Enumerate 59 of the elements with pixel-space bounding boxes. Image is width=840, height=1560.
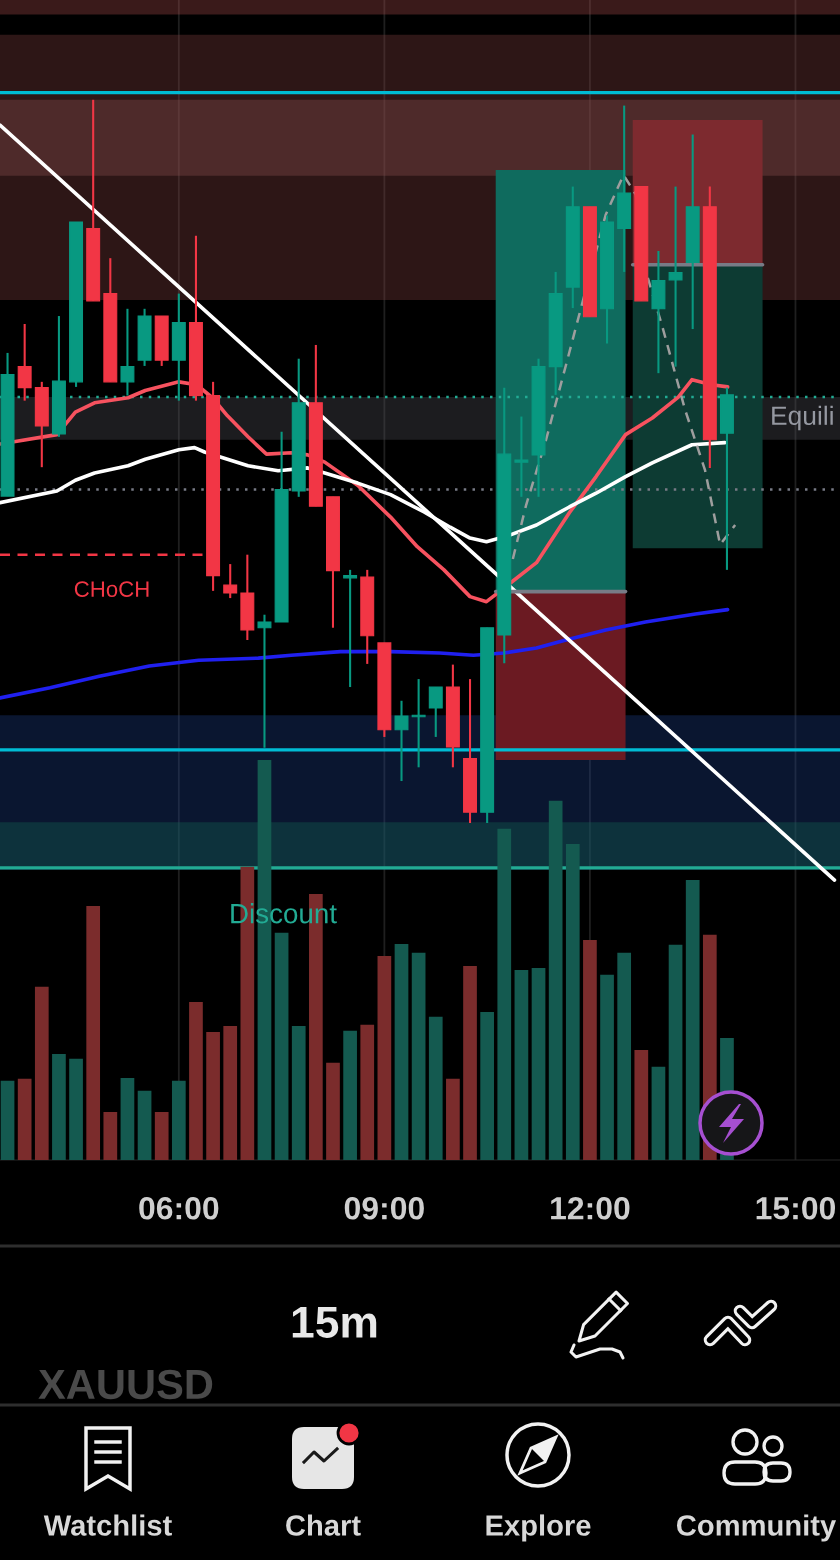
bar — [34, 986, 49, 1160]
bar — [685, 880, 700, 1160]
bar — [634, 1050, 649, 1160]
bar — [154, 1112, 169, 1160]
bar — [69, 1058, 83, 1160]
bar — [274, 932, 289, 1160]
bar — [206, 1032, 220, 1160]
bar — [343, 1030, 357, 1160]
candlestick — [120, 307, 135, 397]
bar — [86, 906, 101, 1160]
bar — [617, 952, 632, 1160]
candlestick — [514, 415, 529, 498]
bar — [583, 940, 597, 1160]
bar — [428, 1016, 443, 1160]
bar — [326, 1062, 340, 1160]
bar — [463, 966, 477, 1160]
bar — [291, 1026, 306, 1160]
bar — [377, 956, 392, 1160]
bar — [189, 1002, 203, 1160]
bar — [360, 1024, 375, 1160]
bar — [565, 844, 580, 1160]
text: XAUUSD — [38, 1369, 213, 1400]
text: Watchlist — [43, 1514, 172, 1536]
bar — [514, 970, 529, 1160]
bar — [668, 944, 683, 1160]
bar — [17, 1078, 32, 1160]
candlestick — [394, 699, 409, 783]
candlestick — [668, 185, 683, 368]
bar — [52, 1054, 66, 1160]
bar — [497, 828, 512, 1160]
bar — [548, 800, 563, 1160]
bar — [651, 1066, 666, 1160]
candlestick — [257, 613, 272, 749]
x-tick-label: 06:00 — [139, 1196, 219, 1220]
bar — [531, 968, 546, 1160]
annotation: Equili — [772, 405, 833, 431]
annotation: CHoCH — [74, 581, 149, 597]
x-tick-label: 09:00 — [344, 1196, 424, 1220]
candlestick — [343, 568, 358, 689]
bar — [120, 1078, 135, 1160]
candlestick — [223, 563, 238, 600]
bar — [480, 1012, 494, 1160]
text: Chart — [286, 1514, 361, 1536]
text: Explore — [486, 1514, 591, 1542]
x-tick-label: 12:00 — [551, 1196, 630, 1220]
bar — [137, 1090, 152, 1160]
bar — [446, 1078, 460, 1160]
bar — [223, 1026, 238, 1160]
x-tick-label: 15:00 — [756, 1196, 836, 1220]
bar — [600, 974, 614, 1160]
text: 15m — [292, 1306, 377, 1338]
candlestick — [17, 322, 32, 402]
bar — [0, 1080, 15, 1160]
bar — [171, 1080, 186, 1160]
candlestick — [428, 685, 443, 738]
bar — [103, 1112, 118, 1160]
bar — [411, 952, 426, 1160]
text: Community — [676, 1514, 837, 1542]
bar — [394, 944, 409, 1160]
